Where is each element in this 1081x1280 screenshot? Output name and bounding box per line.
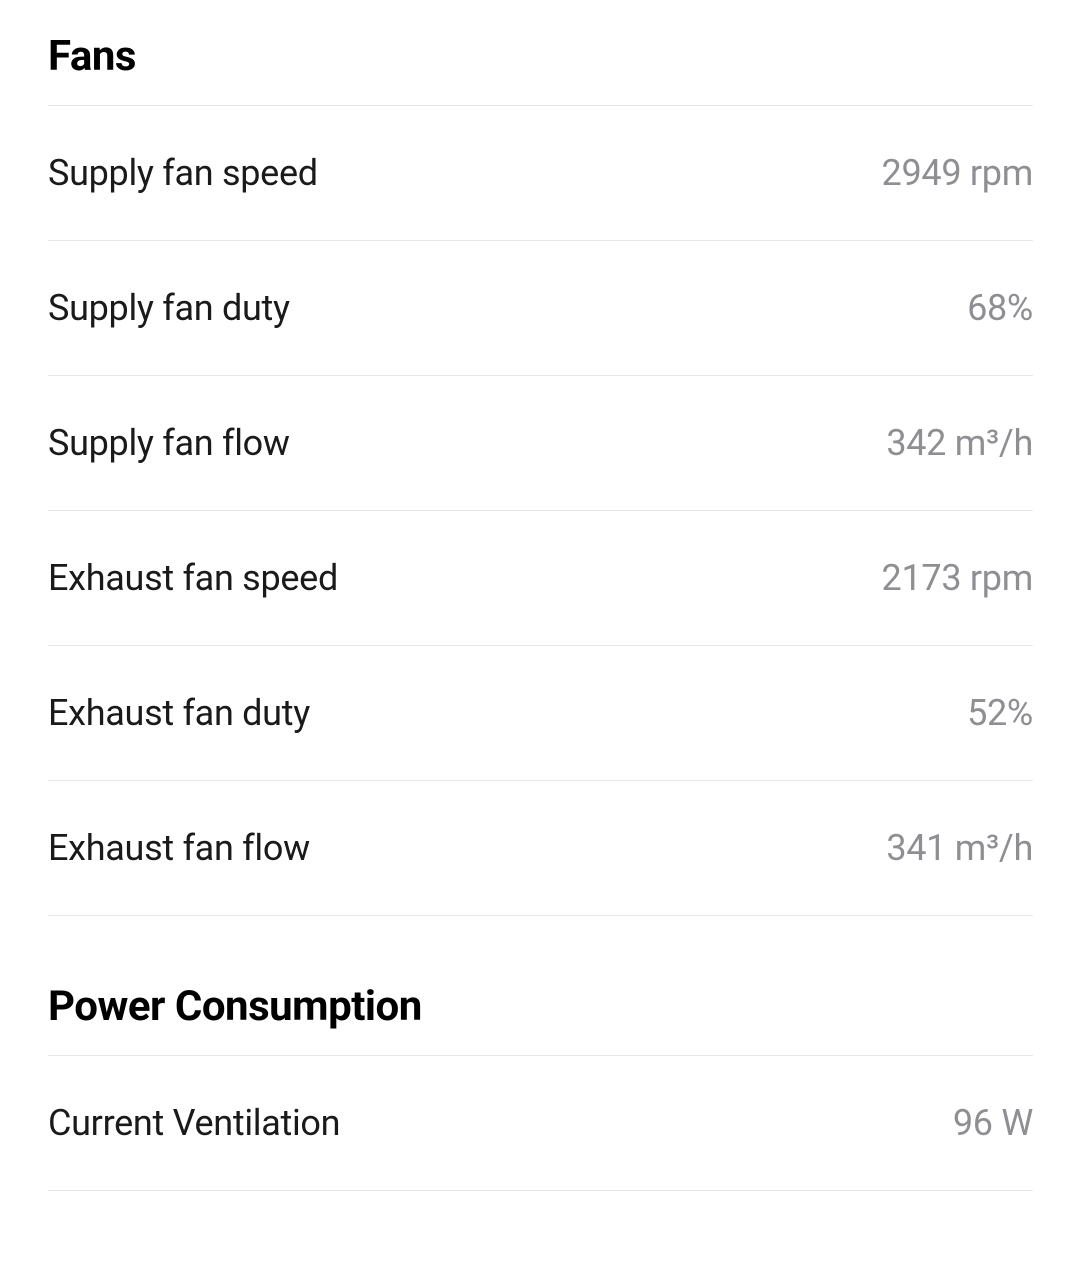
row-value: 96 W xyxy=(953,1102,1033,1144)
section-divider xyxy=(48,916,1033,982)
row-label: Current Ventilation xyxy=(48,1102,340,1144)
row-value: 341 m³/h xyxy=(886,827,1033,869)
row-value: 68% xyxy=(967,287,1033,329)
supply-fan-flow-row: Supply fan flow 342 m³/h xyxy=(48,376,1033,511)
supply-fan-speed-row: Supply fan speed 2949 rpm xyxy=(48,106,1033,241)
power-section-title: Power Consumption xyxy=(48,982,1033,1056)
settings-panel: Fans Supply fan speed 2949 rpm Supply fa… xyxy=(0,0,1081,1191)
row-value: 52% xyxy=(967,692,1033,734)
supply-fan-duty-row: Supply fan duty 68% xyxy=(48,241,1033,376)
exhaust-fan-duty-row: Exhaust fan duty 52% xyxy=(48,646,1033,781)
fans-section-title: Fans xyxy=(48,32,1033,106)
row-label: Exhaust fan flow xyxy=(48,827,310,869)
row-label: Exhaust fan duty xyxy=(48,692,310,734)
row-value: 2949 rpm xyxy=(882,152,1033,194)
row-value: 342 m³/h xyxy=(886,422,1033,464)
exhaust-fan-flow-row: Exhaust fan flow 341 m³/h xyxy=(48,781,1033,916)
row-label: Exhaust fan speed xyxy=(48,557,338,599)
row-label: Supply fan speed xyxy=(48,152,318,194)
row-label: Supply fan duty xyxy=(48,287,290,329)
exhaust-fan-speed-row: Exhaust fan speed 2173 rpm xyxy=(48,511,1033,646)
row-label: Supply fan flow xyxy=(48,422,290,464)
current-ventilation-row: Current Ventilation 96 W xyxy=(48,1056,1033,1191)
row-value: 2173 rpm xyxy=(882,557,1033,599)
